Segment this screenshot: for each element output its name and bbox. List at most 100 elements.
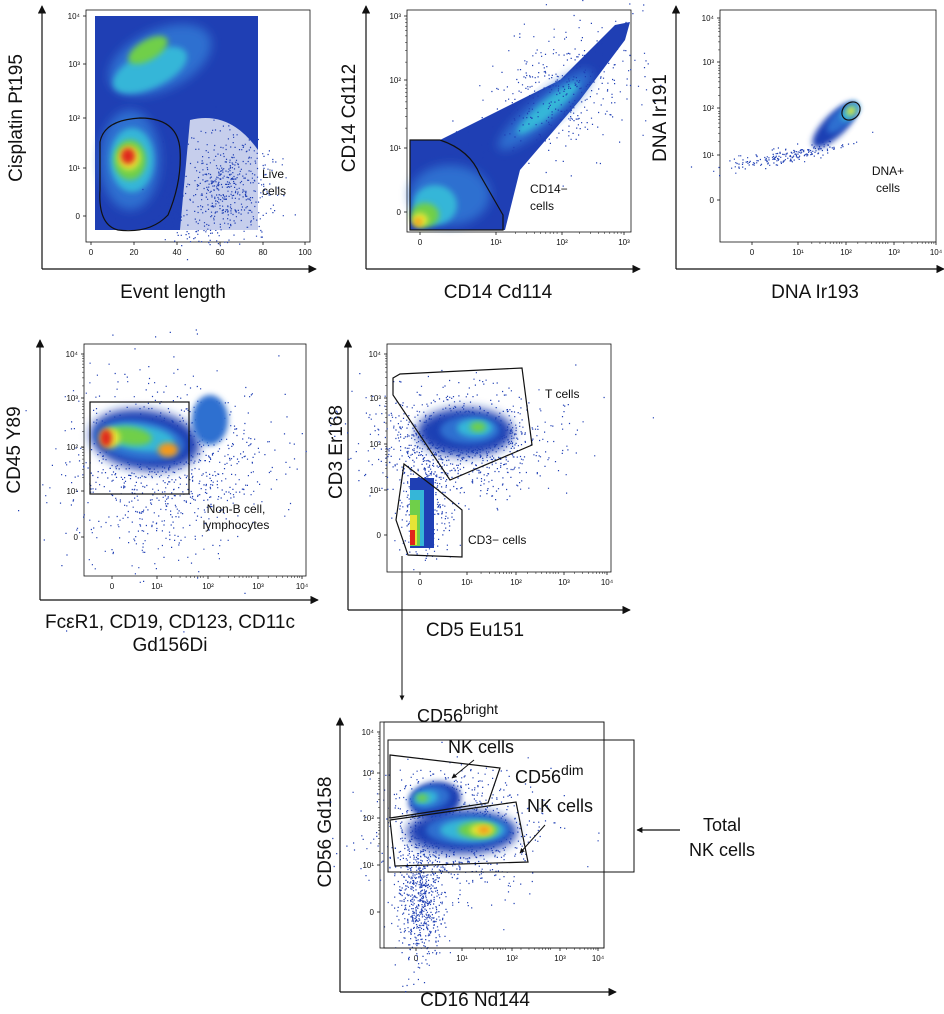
- density-bright-peak: [416, 794, 428, 802]
- gate-label: Live: [262, 167, 284, 181]
- gate-label: DNA+: [872, 164, 904, 178]
- y-tick-label: 10¹: [702, 151, 714, 160]
- y-tick-label: 0: [377, 531, 382, 540]
- x-tick-label: 10³: [558, 578, 570, 587]
- x-tick-label: 10³: [618, 238, 630, 247]
- y-tick-label: 10²: [66, 443, 78, 452]
- density-tcell-peak: [470, 422, 486, 432]
- label-superscript: dim: [561, 762, 584, 778]
- y-tick-label: 10²: [369, 440, 381, 449]
- plot-frame: [386, 343, 612, 573]
- x-axis-label: Gd156Di: [133, 635, 208, 656]
- x-tick-label: 40: [173, 248, 182, 257]
- density-peak-left: [100, 429, 112, 447]
- gate-label-cd3-neg: CD3− cells: [468, 533, 526, 547]
- x-tick-label: 10¹: [456, 954, 468, 963]
- sparse-region: [180, 118, 258, 230]
- y-tick-label: 10⁴: [362, 728, 375, 737]
- y-tick-label: 0: [76, 212, 81, 221]
- x-tick-label: 0: [110, 582, 115, 591]
- y-tick-label: 10³: [702, 58, 714, 67]
- x-axis-label: CD14 Cd114: [444, 282, 553, 303]
- y-axis-label: DNA Ir191: [650, 74, 671, 162]
- x-tick-label: 0: [89, 248, 94, 257]
- scatter-spread: [18, 329, 332, 633]
- y-tick-label: 0: [74, 533, 79, 542]
- chart-dna-cells: 0 10¹ 10² 10³ 10⁴ 0 10¹ 10² 10³ 10⁴ DNA Ir193 DNA I…: [650, 5, 944, 303]
- x-tick-label: 10¹: [151, 582, 163, 591]
- gate-label-cd56-bright: CD56bright: [417, 701, 498, 726]
- gate-cd56-dim: [389, 801, 529, 867]
- y-tick-label: 10¹: [66, 487, 78, 496]
- density-upper-peak: [128, 36, 168, 64]
- y-tick-label: 0: [397, 208, 402, 217]
- x-tick-label: 80: [259, 248, 268, 257]
- x-tick-label: 0: [750, 248, 755, 257]
- gate-t-cells: [392, 367, 533, 481]
- y-tick-label: 10¹: [369, 486, 381, 495]
- gate-cd14-neg: [409, 139, 504, 231]
- x-tick-label: 60: [216, 248, 225, 257]
- x-tick-label: 10¹: [792, 248, 804, 257]
- gate-label: cells: [262, 184, 286, 198]
- gate-total-nk: [387, 739, 635, 873]
- p3-axes: 0 10¹ 10² 10³ 10⁴ 0 10¹ 10² 10³ 10⁴ DNA Ir193 DNA I…: [650, 5, 944, 303]
- y-axis-label: Cisplatin Pt195: [6, 54, 27, 182]
- chart-cd14-cells: 0 10¹ 10² 10³ 0 10¹ 10² 10³ CD14 Cd114 CD14 Cd112…: [339, 0, 662, 303]
- x-tick-label: 0: [414, 954, 419, 963]
- y-tick-label: 10³: [66, 394, 78, 403]
- x-tick-label: 10⁴: [592, 954, 605, 963]
- plot-frame: [719, 9, 937, 243]
- p2-axes: 0 10¹ 10² 10³ 0 10¹ 10² 10³ CD14 Cd114 CD14 Cd112: [339, 5, 641, 303]
- y-tick-label: 10⁴: [369, 350, 382, 359]
- gate-cd3-neg: [395, 462, 463, 558]
- gate-dna-pos: [841, 101, 861, 121]
- y-tick-label: 10⁴: [702, 14, 715, 23]
- gate-label: lymphocytes: [203, 518, 270, 532]
- outer-frame: [383, 721, 605, 949]
- x-tick-label: 0: [418, 238, 423, 247]
- y-tick-label: 10⁴: [66, 350, 79, 359]
- y-tick-label: 10³: [369, 394, 381, 403]
- x-tick-label: 10¹: [490, 238, 502, 247]
- y-tick-label: 10³: [362, 769, 374, 778]
- chart-live-cells: 0 10¹ 10² 10³ 10⁴ 0 20 40 60 80 100 Event length Cis…: [6, 5, 317, 303]
- y-tick-label: 10¹: [362, 861, 374, 870]
- x-axis-label: Event length: [120, 282, 226, 303]
- y-tick-label: 10³: [68, 60, 80, 69]
- plot-frame: [85, 9, 311, 243]
- gate-non-b: [89, 401, 190, 495]
- x-tick-label: 10²: [202, 582, 214, 591]
- density-cloud: [410, 0, 662, 230]
- x-tick-label: 10³: [554, 954, 566, 963]
- y-tick-label: 0: [370, 908, 375, 917]
- y-tick-label: 10⁴: [68, 12, 81, 21]
- density-cd3neg-peak: [410, 530, 415, 545]
- gate-label-cd56-dim: CD56dim: [515, 762, 584, 787]
- y-axis-label: CD3 Er168: [326, 405, 347, 499]
- x-tick-label: 10⁴: [296, 582, 309, 591]
- x-axis-label: FcεR1, CD19, CD123, CD11c: [45, 612, 295, 633]
- gate-label-total-nk: NK cells: [689, 840, 755, 860]
- density-cloud: [18, 329, 332, 633]
- label-base: CD56: [515, 767, 561, 787]
- scatter-tail: [690, 131, 874, 177]
- y-axis-label: CD45 Y89: [4, 406, 25, 493]
- gate-live-cells: [99, 117, 181, 232]
- gate-label: Non-B cell,: [207, 502, 266, 516]
- x-tick-label: 10²: [506, 954, 518, 963]
- density-right: [192, 395, 228, 445]
- density-cloud: [690, 102, 874, 177]
- plot-frame: [406, 9, 632, 233]
- y-axis-label: CD56 Gd158: [315, 777, 336, 888]
- gate-label-nk-dim: NK cells: [527, 796, 593, 816]
- x-tick-label: 10⁴: [601, 578, 614, 587]
- x-axis-label: DNA Ir193: [771, 282, 859, 303]
- density-upper-core: [112, 46, 188, 94]
- density-lower-peak: [414, 218, 422, 226]
- y-tick-label: 10²: [362, 814, 374, 823]
- p4-axes: 0 10¹ 10² 10³ 10⁴ 0 10¹ 10² 10³ 10⁴ FcεR1, CD19, C…: [4, 339, 319, 656]
- x-tick-label: 10⁴: [930, 248, 943, 257]
- label-superscript: bright: [463, 701, 498, 717]
